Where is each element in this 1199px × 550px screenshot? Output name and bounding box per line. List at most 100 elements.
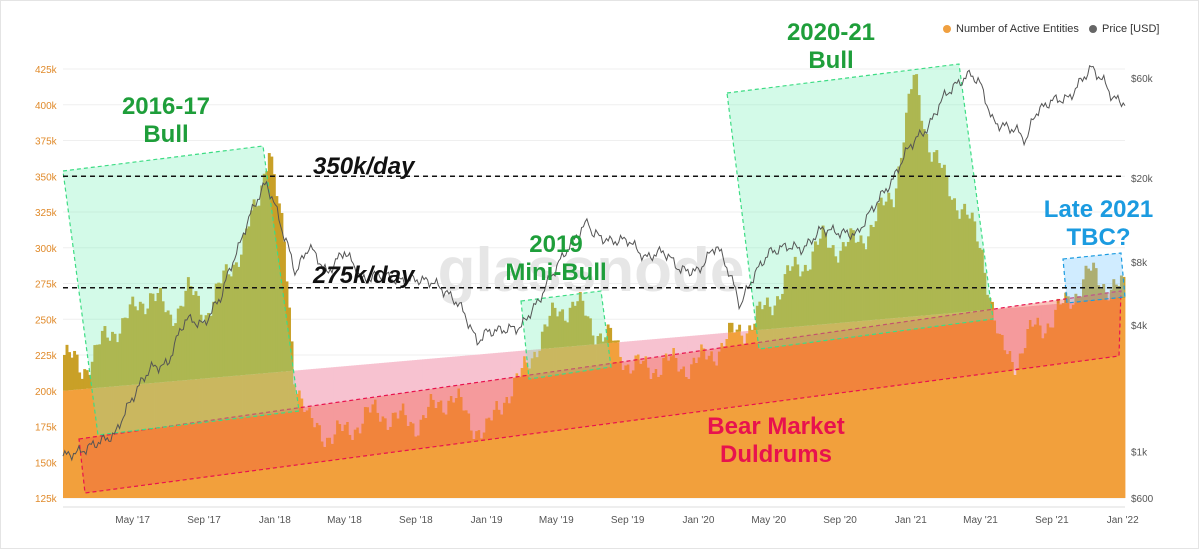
x-tick-label: Sep '20 <box>823 515 857 526</box>
entities-bar-bull <box>71 358 74 390</box>
x-tick-label: Sep '17 <box>187 515 221 526</box>
x-tick-label: May '17 <box>115 515 150 526</box>
x-tick-label: May '20 <box>751 515 786 526</box>
entities-bar <box>1019 354 1022 498</box>
entities-bar <box>483 432 486 498</box>
entities-bar-bear <box>301 370 304 398</box>
entities-bar <box>1006 354 1009 498</box>
entities-bar-bear <box>430 359 433 394</box>
entities-bar <box>1014 375 1017 498</box>
annotation-bear-market-duldrums-line1: Bear Market <box>707 413 844 440</box>
y-tick-label: 375k <box>35 137 58 148</box>
annotation-2016-17-bull-line2: Bull <box>143 121 188 148</box>
entities-bar-bear <box>670 338 673 356</box>
entities-bar <box>63 391 66 498</box>
entities-bar <box>73 390 76 498</box>
entities-bar-bear <box>645 340 648 356</box>
x-tick-label: Jan '21 <box>895 515 927 526</box>
entities-bar-bear <box>741 331 744 335</box>
entities-bar-bear <box>746 331 749 333</box>
annotation-late-2021-tbc-line1: Late 2021 <box>1044 196 1153 223</box>
annotation-2019-mini-bull-line2: Mini-Bull <box>505 259 606 286</box>
x-tick-label: Jan '18 <box>259 515 291 526</box>
entities-bar-bull <box>73 351 76 390</box>
entities-bar-bull <box>86 370 89 389</box>
y-right-tick-label: $60k <box>1131 74 1154 85</box>
entities-bar-bull <box>68 352 71 390</box>
annotation-2020-21-bull-line2: Bull <box>808 47 853 74</box>
y-tick-label: 400k <box>35 101 58 112</box>
entities-bar-bear <box>665 338 668 353</box>
entities-bar-bear <box>619 342 622 357</box>
entities-bar <box>1122 298 1125 498</box>
entities-bar-bear <box>303 370 306 412</box>
entities-bar <box>66 391 69 498</box>
entities-bar-bull <box>609 328 612 343</box>
entities-bar-bear <box>743 331 746 343</box>
entities-bar-bull <box>66 345 69 391</box>
entities-bar-bull <box>738 325 741 332</box>
entities-bar-bear <box>723 333 726 346</box>
y-tick-label: 125k <box>35 494 58 505</box>
annotation-2019-mini-bull-line1: 2019 <box>529 231 582 258</box>
y-tick-label: 275k <box>35 280 58 291</box>
y-tick-label: 350k <box>35 172 58 183</box>
y-tick-label: 150k <box>35 458 58 469</box>
x-tick-label: Jan '20 <box>682 515 714 526</box>
x-tick-label: Sep '18 <box>399 515 433 526</box>
entities-bar-bull <box>748 325 751 330</box>
entities-bar <box>1016 368 1019 498</box>
entities-bar-bear <box>720 333 723 343</box>
legend-active-entities-swatch <box>943 25 951 33</box>
entities-bar-bull <box>76 355 79 390</box>
entities-bar <box>1120 298 1123 498</box>
entities-bar-bull <box>612 341 615 343</box>
entities-bar <box>473 439 476 498</box>
entities-bar-bull <box>63 355 66 391</box>
y-tick-label: 300k <box>35 244 58 255</box>
y-right-tick-label: $1k <box>1131 447 1148 458</box>
entities-bar-bear <box>700 335 703 344</box>
entities-bar <box>1024 348 1027 498</box>
annotation-2016-17-bull-line1: 2016-17 <box>122 93 210 120</box>
entities-bar-bear <box>457 356 460 388</box>
entities-bar <box>1011 362 1014 498</box>
entities-bar <box>1009 351 1012 498</box>
entities-bar-bear <box>725 333 728 339</box>
entities-bar-bear <box>703 335 706 348</box>
entities-bar-bull <box>731 323 734 332</box>
entities-bar-bear <box>308 369 311 407</box>
entities-bar-bear <box>513 351 516 377</box>
entities-bar-bull <box>751 330 754 331</box>
y-tick-label: 200k <box>35 387 58 398</box>
annotation-bear-market-duldrums-line2: Duldrums <box>720 441 832 468</box>
legend-price[interactable]: Price [USD] <box>1089 23 1159 35</box>
legend-price-swatch <box>1089 25 1097 33</box>
y-tick-label: 175k <box>35 423 58 434</box>
entities-bar-bear <box>662 338 665 358</box>
entities-bar <box>68 390 71 498</box>
x-tick-label: Sep '21 <box>1035 515 1069 526</box>
entities-bar <box>71 390 74 498</box>
reference-label-275k: 275k/day <box>313 262 414 290</box>
x-tick-label: Jan '19 <box>471 515 503 526</box>
entities-bar-bear <box>374 364 377 400</box>
annotation-late-2021-tbc-line2: TBC? <box>1067 224 1131 251</box>
entities-bar-bear <box>298 370 301 390</box>
entities-bar-bear <box>634 341 637 356</box>
legend-active-entities[interactable]: Number of Active Entities <box>943 23 1079 35</box>
x-tick-label: May '19 <box>539 515 574 526</box>
y-right-tick-label: $600 <box>1131 494 1154 505</box>
y-right-tick-label: $8k <box>1131 258 1148 269</box>
entities-bar-bull <box>728 323 731 333</box>
late-2021-zone <box>1063 253 1125 303</box>
annotation-2020-21-bull-line1: 2020-21 <box>787 19 875 46</box>
entities-bar-bull <box>81 379 84 389</box>
y-tick-label: 225k <box>35 351 58 362</box>
